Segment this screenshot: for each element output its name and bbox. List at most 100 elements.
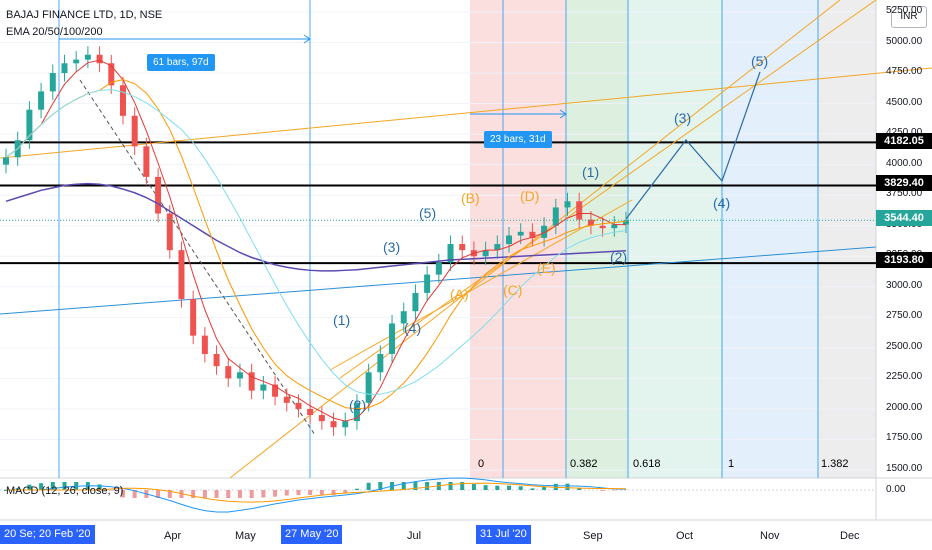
- macd-histogram-bar: [296, 490, 301, 496]
- candle-body: [400, 311, 407, 324]
- fib-level-0618: 0.618: [633, 458, 661, 470]
- macd-histogram-bar: [62, 482, 67, 490]
- candle-body: [49, 73, 56, 92]
- ema-100-line: [5, 89, 627, 395]
- macd-histogram-bar: [507, 485, 512, 490]
- wave-label-e: (E): [537, 260, 556, 276]
- macd-histogram-bar: [226, 490, 231, 498]
- macd-line: [6, 477, 627, 513]
- candle-body: [119, 85, 126, 116]
- x-tick-jul: Jul: [407, 530, 422, 542]
- currency-button[interactable]: INR: [891, 6, 927, 28]
- macd-histogram-bar: [366, 482, 371, 490]
- macd-histogram-bar: [425, 482, 430, 490]
- macd-histogram-bar: [132, 490, 137, 498]
- candle-body: [73, 59, 80, 64]
- wave-label-4: (4): [404, 320, 422, 336]
- wave-projection: [625, 71, 761, 220]
- fib-zone-blue: [722, 0, 818, 478]
- wave-label-b: (B): [461, 190, 480, 206]
- price-tick: 4000.00: [886, 157, 923, 169]
- fib-zone-teal: [628, 0, 722, 478]
- ema-20-line: [5, 59, 627, 422]
- ema-200-line: [5, 182, 627, 272]
- candle-body: [576, 201, 583, 220]
- price-tick: 1500.00: [886, 463, 923, 474]
- candle-body: [611, 224, 618, 229]
- wave-label-3: (3): [383, 239, 401, 255]
- macd-histogram-bar: [319, 490, 324, 495]
- macd-histogram-bar: [273, 490, 278, 497]
- trendline-orange-2: [339, 0, 877, 379]
- macd-histogram-bar: [261, 490, 266, 498]
- candle-body: [412, 292, 419, 312]
- range-box-61-bars[interactable]: 61 bars, 97d: [147, 54, 215, 71]
- candle-body: [494, 244, 501, 251]
- candle-body: [295, 402, 302, 409]
- candle-body: [236, 372, 243, 379]
- candle-body: [389, 323, 396, 354]
- fib-zone-gray: [818, 0, 876, 478]
- macd-zero-tick: 0.00: [886, 484, 906, 495]
- wave-label-4-future: (4): [713, 195, 731, 211]
- macd-histogram-bar: [530, 488, 535, 490]
- trendline-dashed: [79, 79, 316, 436]
- macd-histogram-bar: [518, 486, 523, 490]
- x-highlight-may: 27 May '20: [281, 525, 343, 544]
- candle-body: [272, 384, 279, 397]
- macd-histogram-bar: [565, 483, 570, 490]
- wave-label-1: (1): [333, 312, 351, 328]
- range-arrowhead-23: [559, 109, 567, 119]
- wave-label-5: (5): [419, 205, 437, 221]
- fib-level-0: 0: [478, 458, 485, 470]
- macd-histogram-bar: [237, 490, 242, 498]
- candle-body: [459, 244, 466, 251]
- candle-body: [552, 207, 559, 226]
- candle-body: [529, 231, 536, 238]
- wave-label-a: (A): [450, 286, 469, 302]
- candle-body: [213, 353, 220, 367]
- candle-body: [599, 225, 606, 229]
- range-box-23-bars[interactable]: 23 bars, 31d: [484, 131, 552, 148]
- candle-body: [155, 176, 162, 214]
- macd-histogram-bar: [214, 490, 219, 498]
- candle-body: [248, 372, 255, 391]
- macd-legend: MACD (12, 26, close, 9): [6, 485, 124, 497]
- candle-body: [318, 415, 325, 422]
- fib-level-1: 1: [728, 458, 735, 470]
- wave-label-3-future: (3): [674, 110, 692, 126]
- price-tick: 4750.00: [886, 66, 923, 78]
- macd-histogram-bar: [577, 488, 582, 490]
- candle-body: [178, 250, 185, 300]
- x-tick-may: May: [235, 530, 256, 542]
- candle-body: [435, 262, 442, 275]
- candle-body: [96, 54, 103, 64]
- macd-histogram-bar: [308, 490, 313, 495]
- trendline-orange-3: [329, 199, 633, 371]
- macd-histogram-bar: [413, 482, 418, 490]
- macd-histogram-bar: [553, 483, 558, 490]
- price-tick: 2750.00: [886, 310, 923, 322]
- wave-label-1-future: (1): [582, 164, 600, 180]
- price-tick: 3750.00: [886, 188, 923, 200]
- fib-zone-red: [470, 0, 566, 478]
- x-highlight-jul: 31 Jul '20: [476, 525, 531, 544]
- x-tick-apr: Apr: [164, 530, 182, 542]
- macd-histogram-bar: [378, 482, 383, 490]
- wave-label-2-future: (2): [610, 249, 628, 265]
- candle-body: [38, 91, 45, 110]
- range-arrowhead-61: [303, 34, 311, 44]
- macd-histogram-bar: [495, 485, 500, 490]
- candle-body: [482, 250, 489, 257]
- wave-label-5-future: (5): [751, 53, 769, 69]
- macd-histogram-bar: [50, 482, 55, 490]
- x-tick-nov: Nov: [760, 530, 780, 542]
- candle-body: [564, 201, 571, 208]
- macd-histogram-bar: [191, 490, 196, 498]
- macd-histogram-bar: [401, 482, 406, 490]
- trendline-blue: [0, 246, 877, 315]
- macd-histogram-bar: [460, 482, 465, 490]
- candle-body: [623, 220, 629, 225]
